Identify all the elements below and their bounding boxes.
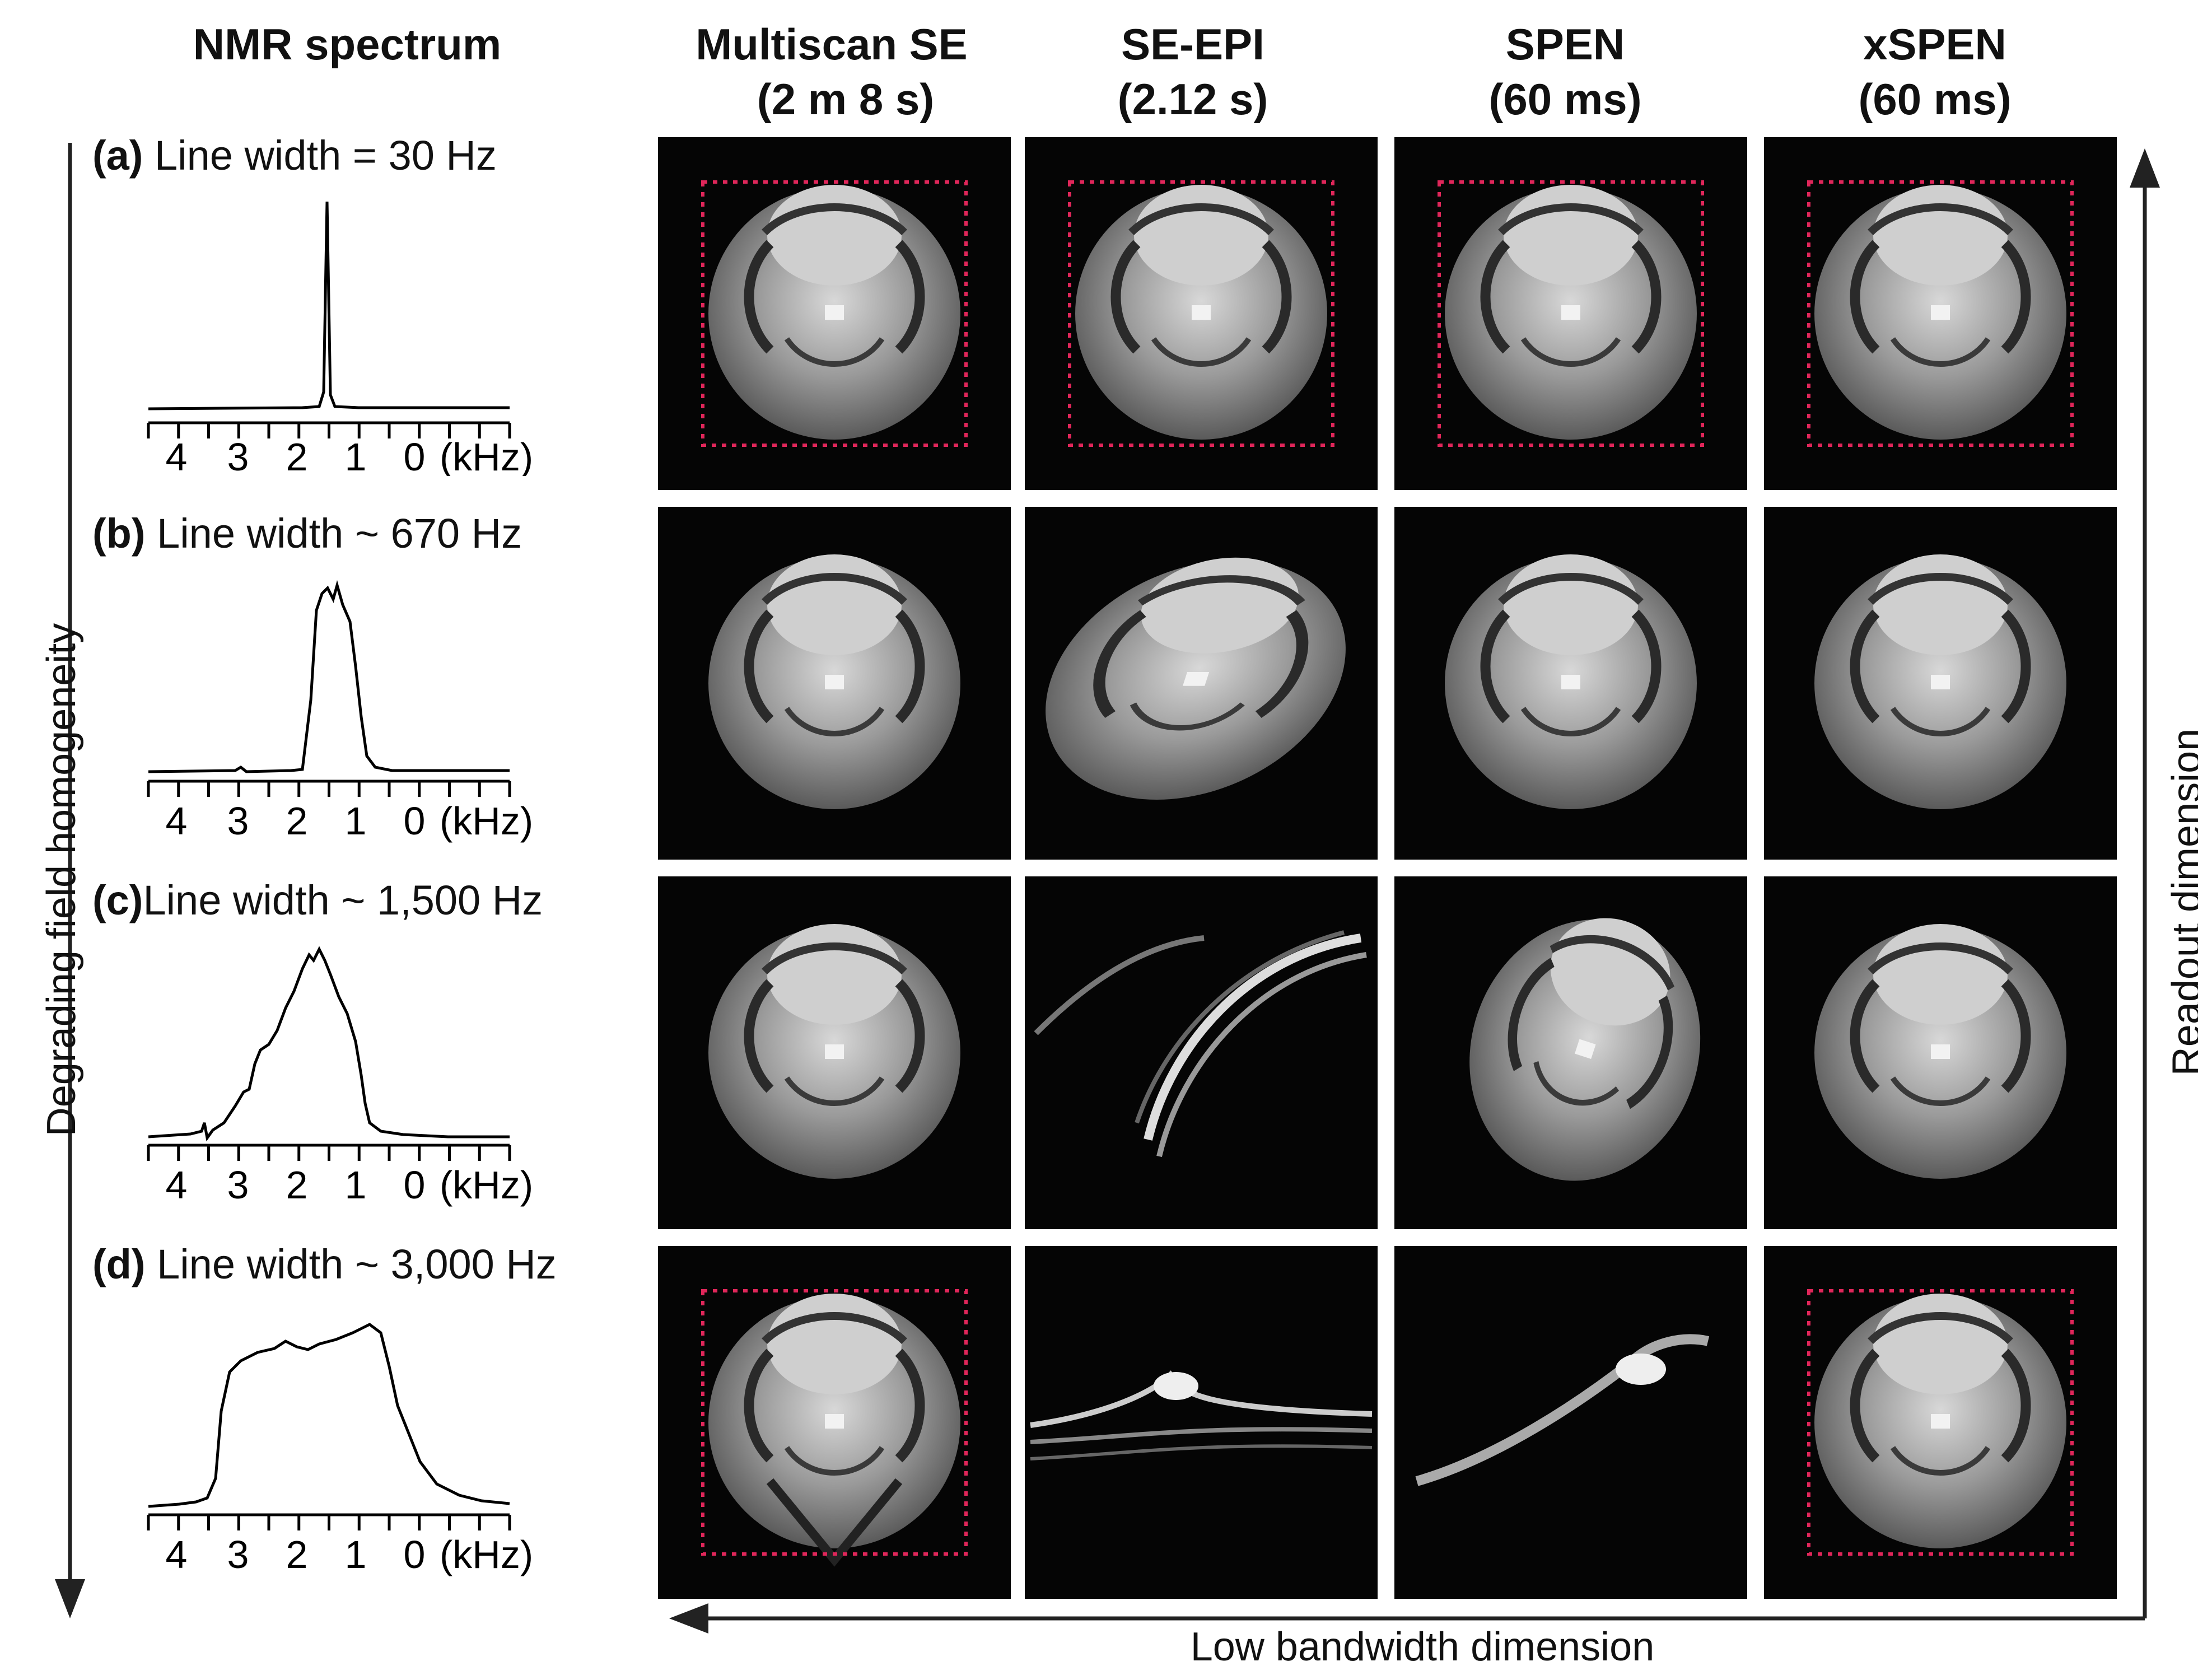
left-axis-label: Degrading field homogeneity (39, 623, 84, 1137)
row-letter-d: (d) (92, 1241, 146, 1287)
header-multiscan-se-time: (2 m 8 s) (757, 74, 935, 124)
image-d-multiscan-se (658, 1246, 1011, 1599)
image-c-spen (1394, 876, 1747, 1229)
tick-label: 1 (345, 1533, 367, 1576)
tick-label: 0 (404, 799, 426, 843)
image-b-spen (1394, 507, 1747, 860)
header-se-epi: SE-EPI (2.12 s) (1016, 17, 1369, 127)
header-xspen: xSPEN (60 ms) (1758, 17, 2111, 127)
header-multiscan-se: Multiscan SE (2 m 8 s) (655, 17, 1008, 127)
header-spen-time: (60 ms) (1488, 74, 1642, 124)
tick-label: 0 (404, 435, 426, 476)
header-spen-title: SPEN (1505, 20, 1625, 69)
spectrum-b: 4 3 2 1 0 (kHz) (147, 580, 534, 843)
spectrum-a: 4 3 2 1 0 (kHz) (147, 201, 534, 476)
tick-label: 2 (286, 1163, 308, 1207)
tick-label: 4 (166, 1533, 188, 1576)
tick-label: 4 (166, 435, 188, 476)
header-se-epi-time: (2.12 s) (1117, 74, 1268, 124)
spectrum-a-ticks (147, 423, 511, 438)
spectrum-b-ticklabels: 4 3 2 1 0 (kHz) (166, 799, 534, 843)
tick-label: 2 (286, 435, 308, 476)
header-xspen-time: (60 ms) (1858, 74, 2012, 124)
tick-label: 0 (404, 1533, 426, 1576)
tick-label: 1 (345, 1163, 367, 1207)
spectrum-a-trace (148, 201, 510, 410)
tick-label: 1 (345, 799, 367, 843)
row-label-c: (c)Line width ~ 1,500 Hz (92, 876, 543, 924)
tick-label: 3 (227, 435, 249, 476)
image-a-xspen (1764, 137, 2117, 490)
unit-label: (kHz) (440, 799, 533, 843)
unit-label: (kHz) (440, 1533, 533, 1576)
spectrum-c-ticks (147, 1145, 511, 1161)
header-multiscan-se-title: Multiscan SE (696, 20, 968, 69)
image-a-spen (1394, 137, 1747, 490)
row-letter-a: (a) (92, 132, 143, 179)
row-label-b: (b) Line width ~ 670 Hz (92, 510, 522, 557)
row-letter-c: (c) (92, 877, 143, 923)
tick-label: 0 (404, 1163, 426, 1207)
roi-box (1807, 180, 2074, 447)
spectrum-d: 4 3 2 1 0 (kHz) (147, 1323, 534, 1576)
tick-label: 3 (227, 1163, 249, 1207)
header-spen: SPEN (60 ms) (1389, 17, 1742, 127)
row-text-a: Line width = 30 Hz (155, 132, 497, 179)
row-label-a: (a) Line width = 30 Hz (92, 132, 497, 179)
image-d-se-epi (1025, 1246, 1378, 1599)
unit-label: (kHz) (440, 1163, 533, 1207)
roi-box (1068, 180, 1334, 447)
tick-label: 4 (166, 1163, 188, 1207)
up-arrow-icon (2130, 148, 2160, 188)
row-letter-b: (b) (92, 510, 146, 557)
down-arrow-icon (55, 1579, 85, 1618)
left-arrow-icon (669, 1603, 708, 1634)
roi-box (1438, 180, 1704, 447)
image-b-xspen (1764, 507, 2117, 860)
header-se-epi-title: SE-EPI (1121, 20, 1264, 69)
image-a-se-epi (1025, 137, 1378, 490)
image-c-multiscan-se (658, 876, 1011, 1229)
tick-label: 2 (286, 1533, 308, 1576)
header-nmr-spectrum: NMR spectrum (193, 20, 502, 69)
image-c-xspen (1764, 876, 2117, 1229)
image-a-multiscan-se (658, 137, 1011, 490)
tick-label: 4 (166, 799, 188, 843)
tick-label: 1 (345, 435, 367, 476)
row-text-c: Line width ~ 1,500 Hz (143, 877, 543, 923)
spectrum-d-trace (148, 1323, 510, 1508)
row-label-d: (d) Line width ~ 3,000 Hz (92, 1240, 557, 1288)
image-b-se-epi (1025, 507, 1378, 860)
image-c-se-epi (1025, 876, 1378, 1229)
tick-label: 3 (227, 1533, 249, 1576)
roi-box (701, 180, 968, 447)
row-text-d: Line width ~ 3,000 Hz (157, 1241, 557, 1287)
right-axis-label: Readout dimension (2164, 728, 2198, 1076)
image-d-spen (1394, 1246, 1747, 1599)
spectrum-b-trace (148, 580, 510, 773)
header-xspen-title: xSPEN (1863, 20, 2006, 69)
roi-box (701, 1289, 968, 1556)
spectrum-c-ticklabels: 4 3 2 1 0 (kHz) (166, 1163, 534, 1207)
spectrum-b-ticks (147, 781, 511, 797)
spectrum-d-ticks (147, 1515, 511, 1530)
image-d-xspen (1764, 1246, 2117, 1599)
bottom-axis-label: Low bandwidth dimension (1190, 1625, 1655, 1669)
tick-label: 2 (286, 799, 308, 843)
spectrum-c: 4 3 2 1 0 (kHz) (147, 946, 534, 1207)
spectrum-a-ticklabels: 4 3 2 1 0 (kHz) (166, 435, 534, 476)
spectrum-c-trace (148, 946, 510, 1142)
roi-box (1807, 1289, 2074, 1556)
image-b-multiscan-se (658, 507, 1011, 860)
tick-label: 3 (227, 799, 249, 843)
spectrum-d-ticklabels: 4 3 2 1 0 (kHz) (166, 1533, 534, 1576)
row-text-b: Line width ~ 670 Hz (157, 510, 522, 557)
unit-label: (kHz) (440, 435, 533, 476)
